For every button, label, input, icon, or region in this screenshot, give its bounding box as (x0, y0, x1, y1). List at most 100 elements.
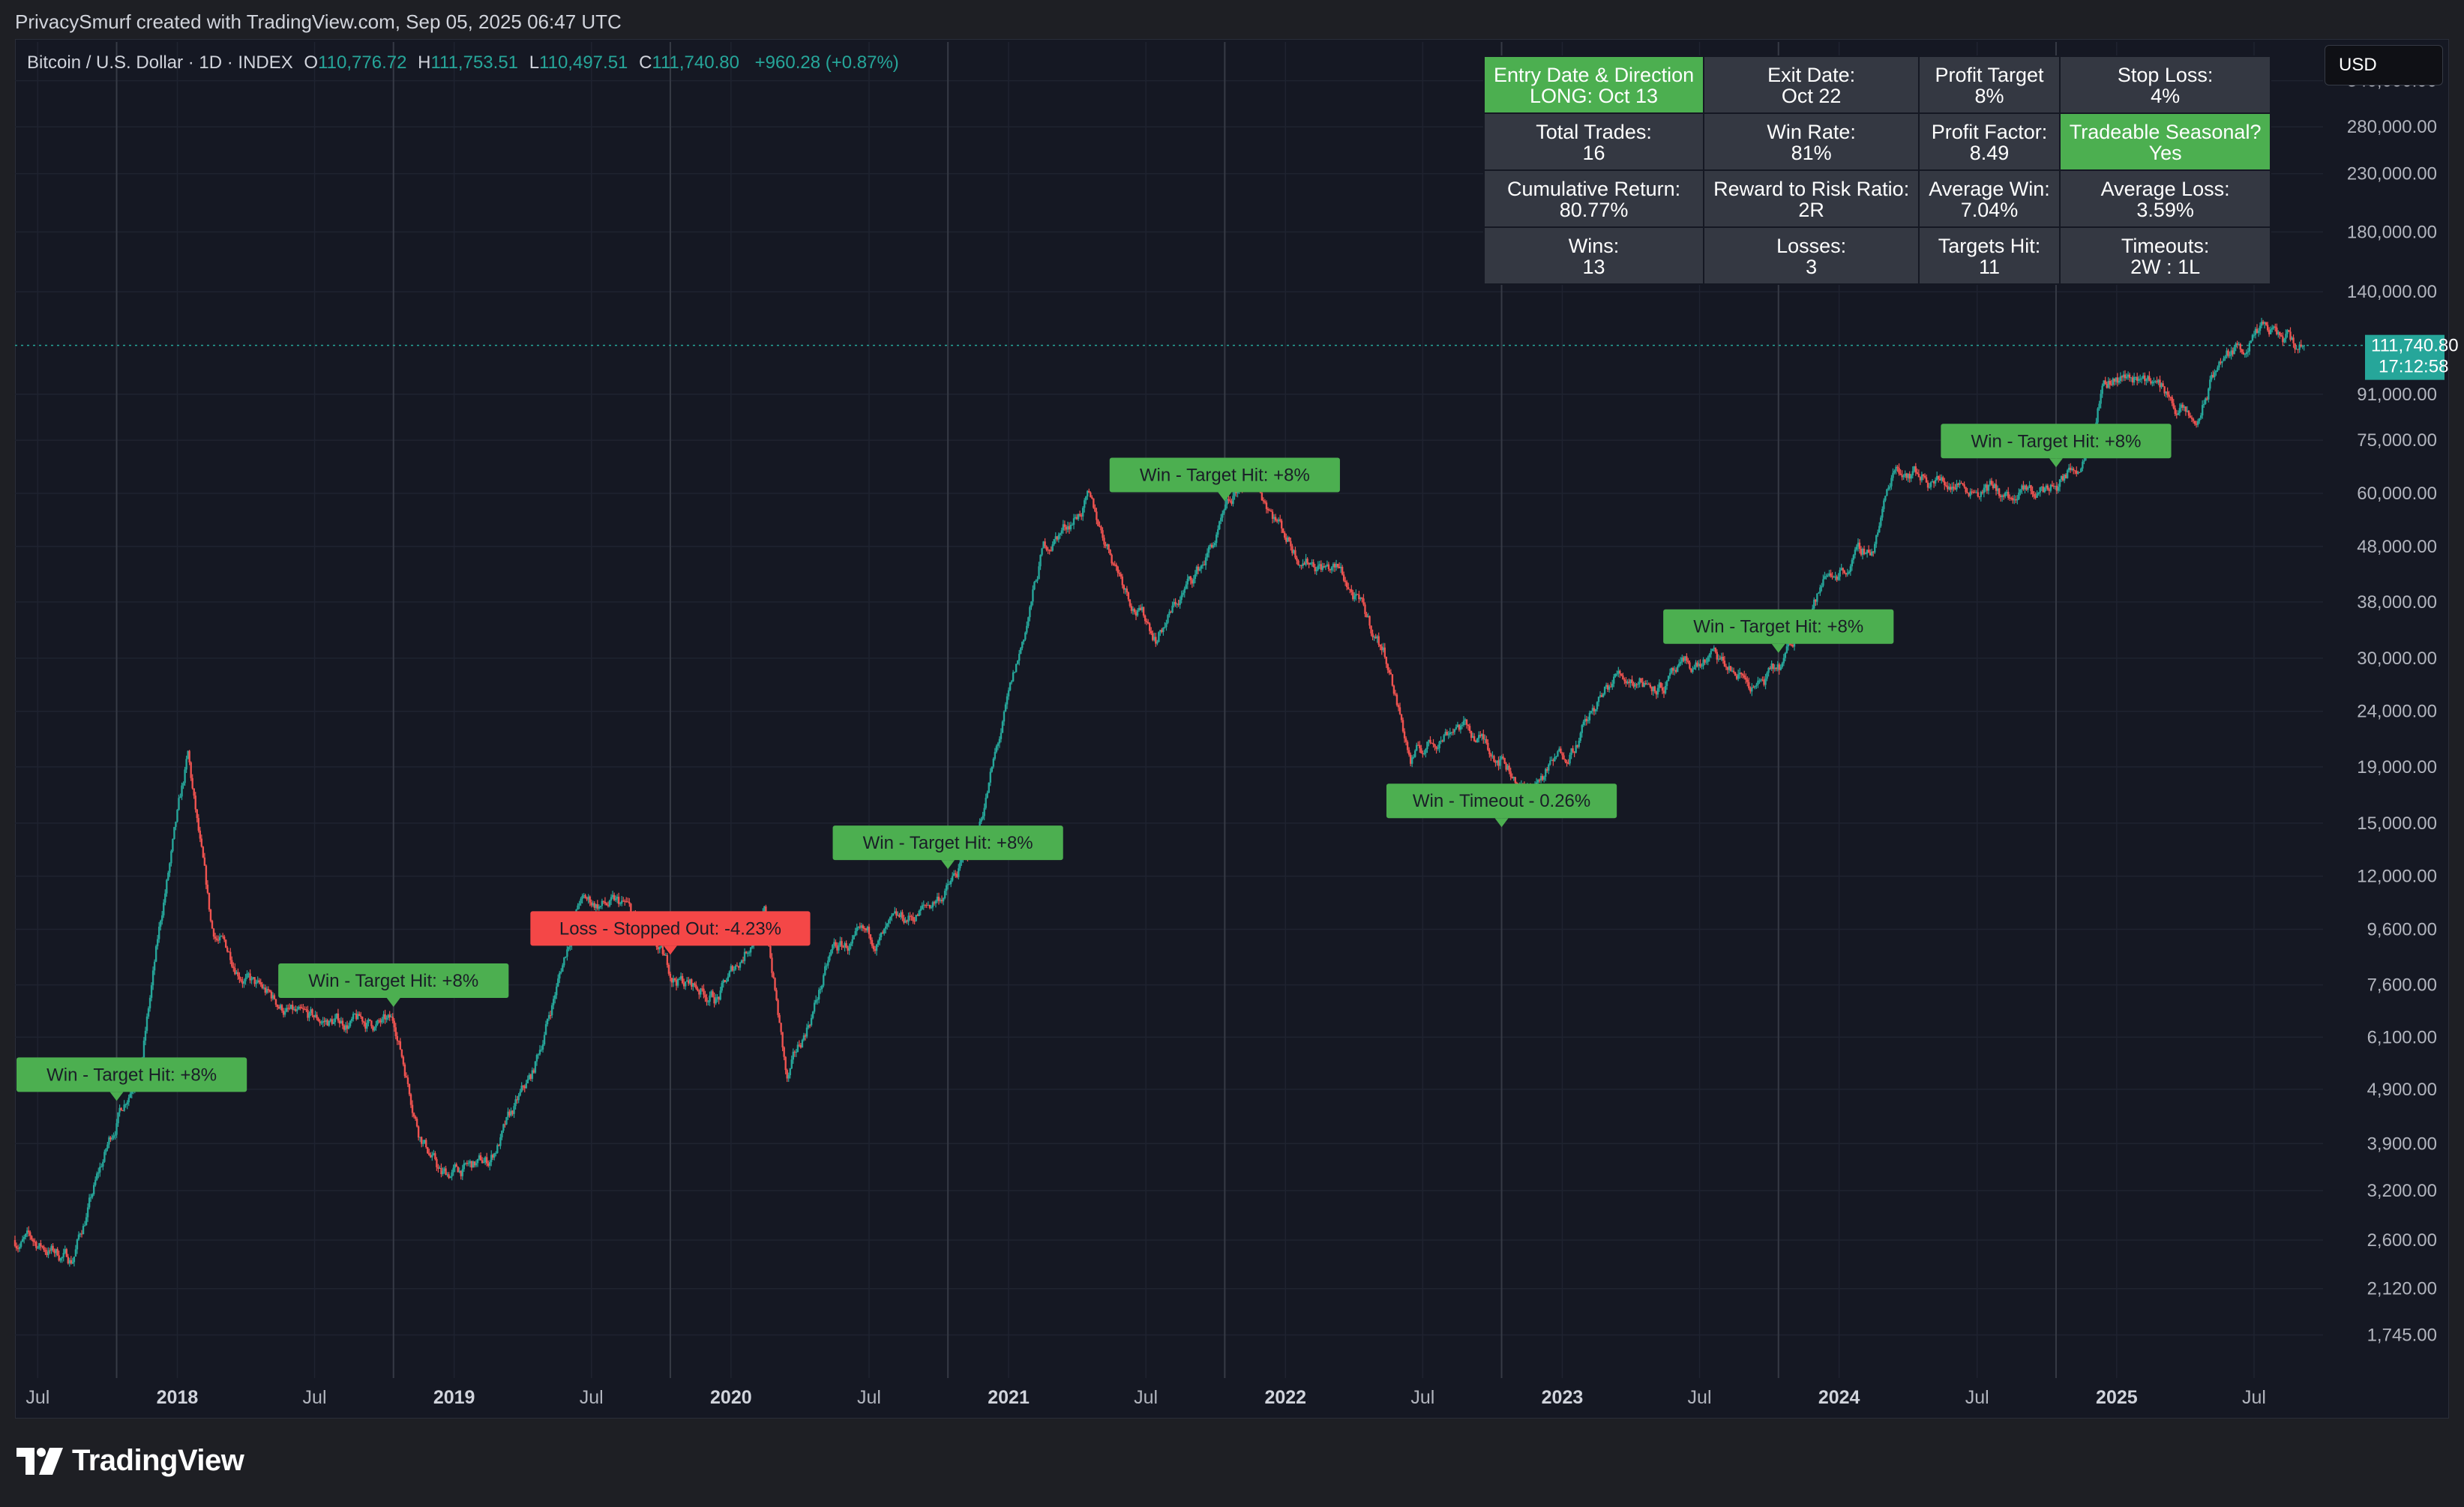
trade-label: Loss - Stopped Out: -4.23% (530, 911, 811, 955)
candle-body (832, 945, 834, 951)
candle-body (610, 897, 613, 901)
candle-body (2241, 349, 2243, 352)
candle-body (326, 1020, 328, 1026)
candle-body (2004, 493, 2007, 497)
candle-body (569, 945, 571, 947)
candle-body (1686, 656, 1688, 661)
candle-body (1836, 576, 1838, 580)
tradingview-logo[interactable]: TradingView (16, 1444, 244, 1478)
candle-body (1479, 735, 1482, 736)
candle-body (344, 1025, 347, 1030)
candle-body (427, 1146, 429, 1154)
candle-body (592, 903, 594, 906)
candle-body (436, 1158, 438, 1167)
candle-body (1012, 672, 1015, 682)
candle-body (1009, 682, 1012, 691)
candle-body (532, 1070, 535, 1073)
candle-body (1628, 682, 1630, 684)
candle-body (2058, 479, 2061, 487)
candle-body (2057, 487, 2060, 491)
candle-body (746, 953, 749, 954)
candle-body (188, 751, 190, 762)
candle-body (271, 995, 274, 999)
seasonal-stats-table: Entry Date & Direction LONG: Oct 13 Exit … (1482, 55, 2272, 285)
candle-body (304, 1008, 306, 1010)
candle-body (1597, 697, 1600, 703)
candle-body (2244, 354, 2247, 355)
time-axis[interactable]: Jul 2018 Jul 2019 Jul 2020 Jul 2021 Jul 2022 Jul 20… (25, 1387, 2266, 1408)
candle-body (2109, 381, 2111, 385)
candle-body (2223, 358, 2225, 361)
candle-body (126, 1102, 128, 1105)
candle-body (1981, 492, 1984, 493)
candle-body (2104, 380, 2106, 384)
candle-body (801, 1040, 804, 1048)
candle-body (789, 1068, 791, 1076)
candle-body (860, 925, 863, 928)
candle-body (1376, 636, 1378, 639)
candle-body (1336, 564, 1339, 567)
candle-body (725, 981, 727, 982)
candle-body (672, 978, 675, 983)
candle-body (510, 1110, 512, 1116)
candle-body (1671, 667, 1674, 671)
candle-body (2019, 489, 2022, 493)
candle-body (2212, 374, 2214, 378)
candle-body (1066, 526, 1069, 530)
candle-body (616, 897, 619, 899)
price-axis[interactable]: 340,000.00280,000.00230,000.00180,000.00… (2347, 71, 2437, 1346)
candle-body (1231, 501, 1233, 505)
candle-body (2175, 414, 2178, 415)
candle-body (1539, 775, 1542, 780)
trade-label-pointer (386, 997, 400, 1007)
stats-cell-value: 4% (2151, 85, 2181, 107)
candle-body (1409, 754, 1412, 764)
candle-body (1935, 475, 1938, 481)
currency-button[interactable]: USD (2325, 45, 2443, 85)
candle-body (881, 932, 884, 934)
candle-body (1303, 563, 1305, 565)
candle-body (1782, 658, 1785, 664)
stats-row: Total Trades: 16 Win Rate: 81% Profit Fact… (1482, 112, 2272, 171)
trade-label-pointer (941, 860, 955, 870)
candle-body (1824, 576, 1826, 580)
candle-body (1158, 632, 1160, 643)
candle-body (781, 1032, 784, 1047)
candle-body (1695, 662, 1697, 668)
symbol-name[interactable]: Bitcoin / U.S. Dollar · 1D · INDEX (27, 52, 293, 73)
candle-body (203, 857, 206, 866)
candle-body (1720, 656, 1723, 660)
candle-body (1302, 563, 1304, 566)
candle-body (1963, 484, 1965, 487)
candle-body (412, 1113, 415, 1117)
price-tick-label: 7,600.00 (2367, 975, 2437, 996)
candle-body (817, 990, 820, 1000)
candle-body (434, 1153, 436, 1159)
candle-body (1317, 565, 1319, 570)
candle-body (1398, 707, 1401, 715)
stats-cell: Win Rate: 81% (1703, 112, 1920, 171)
candle-body (1828, 573, 1830, 576)
candle-body (824, 966, 826, 975)
candle-body (265, 989, 268, 993)
candle-body (240, 979, 242, 981)
candle-body (164, 893, 166, 903)
candle-body (264, 987, 266, 993)
candle-body (622, 900, 625, 902)
stats-cell: Average Loss: 3.59% (2058, 169, 2272, 228)
symbol-info[interactable]: Bitcoin / U.S. Dollar · 1D · INDEX O110,… (27, 52, 899, 73)
candle-body (550, 1005, 553, 1016)
candle-body (409, 1094, 412, 1105)
candle-body (1972, 491, 1974, 493)
candle-body (1183, 589, 1186, 593)
candle-body (1641, 682, 1644, 688)
candle-body (2122, 374, 2125, 378)
time-tick-label: 2020 (710, 1387, 752, 1408)
candle-body (496, 1145, 499, 1153)
candle-body (2022, 485, 2025, 490)
candle-body (1619, 670, 1621, 674)
candle-body (173, 826, 175, 840)
candle-body (593, 903, 595, 908)
candle-body (466, 1162, 469, 1164)
candle-body (814, 999, 817, 1003)
